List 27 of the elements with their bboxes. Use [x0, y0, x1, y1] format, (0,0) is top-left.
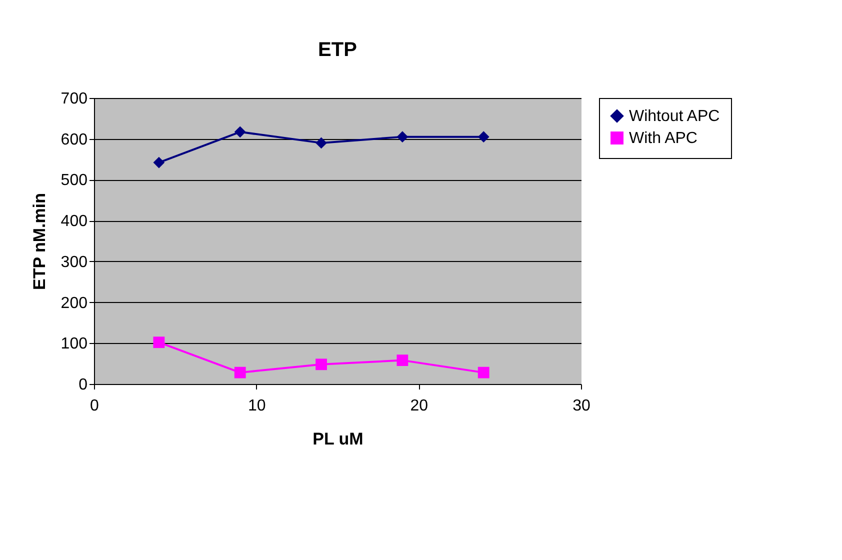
- point: [396, 131, 408, 143]
- y-axis-title: ETP nM.min: [30, 193, 49, 290]
- x-tick-label: 20: [410, 398, 428, 414]
- point: [153, 156, 165, 168]
- chart-title: ETP: [318, 39, 357, 61]
- point: [234, 126, 246, 138]
- x-axis-title: PL uM: [312, 430, 364, 448]
- x-tick-label: 30: [572, 398, 590, 414]
- y-tick-label: 400: [60, 213, 88, 230]
- x-tick-label: 10: [248, 398, 266, 414]
- y-tick-label: 200: [60, 294, 88, 312]
- legend-label: Wihtout APC: [629, 108, 720, 125]
- y-tick-label: 500: [60, 172, 88, 190]
- point: [396, 354, 408, 366]
- y-tick-label: 600: [60, 131, 88, 148]
- x-tick-label: 0: [90, 398, 100, 414]
- point: [234, 366, 246, 378]
- point: [153, 336, 165, 348]
- legend-label: With APC: [629, 130, 698, 147]
- point: [478, 366, 490, 378]
- y-tick-label: 300: [60, 254, 88, 271]
- point: [316, 137, 327, 149]
- point: [478, 131, 490, 143]
- y-tick-label: 0: [78, 376, 88, 394]
- y-tick-label: 700: [60, 90, 88, 108]
- y-tick-label: 100: [60, 336, 88, 353]
- point: [316, 358, 327, 370]
